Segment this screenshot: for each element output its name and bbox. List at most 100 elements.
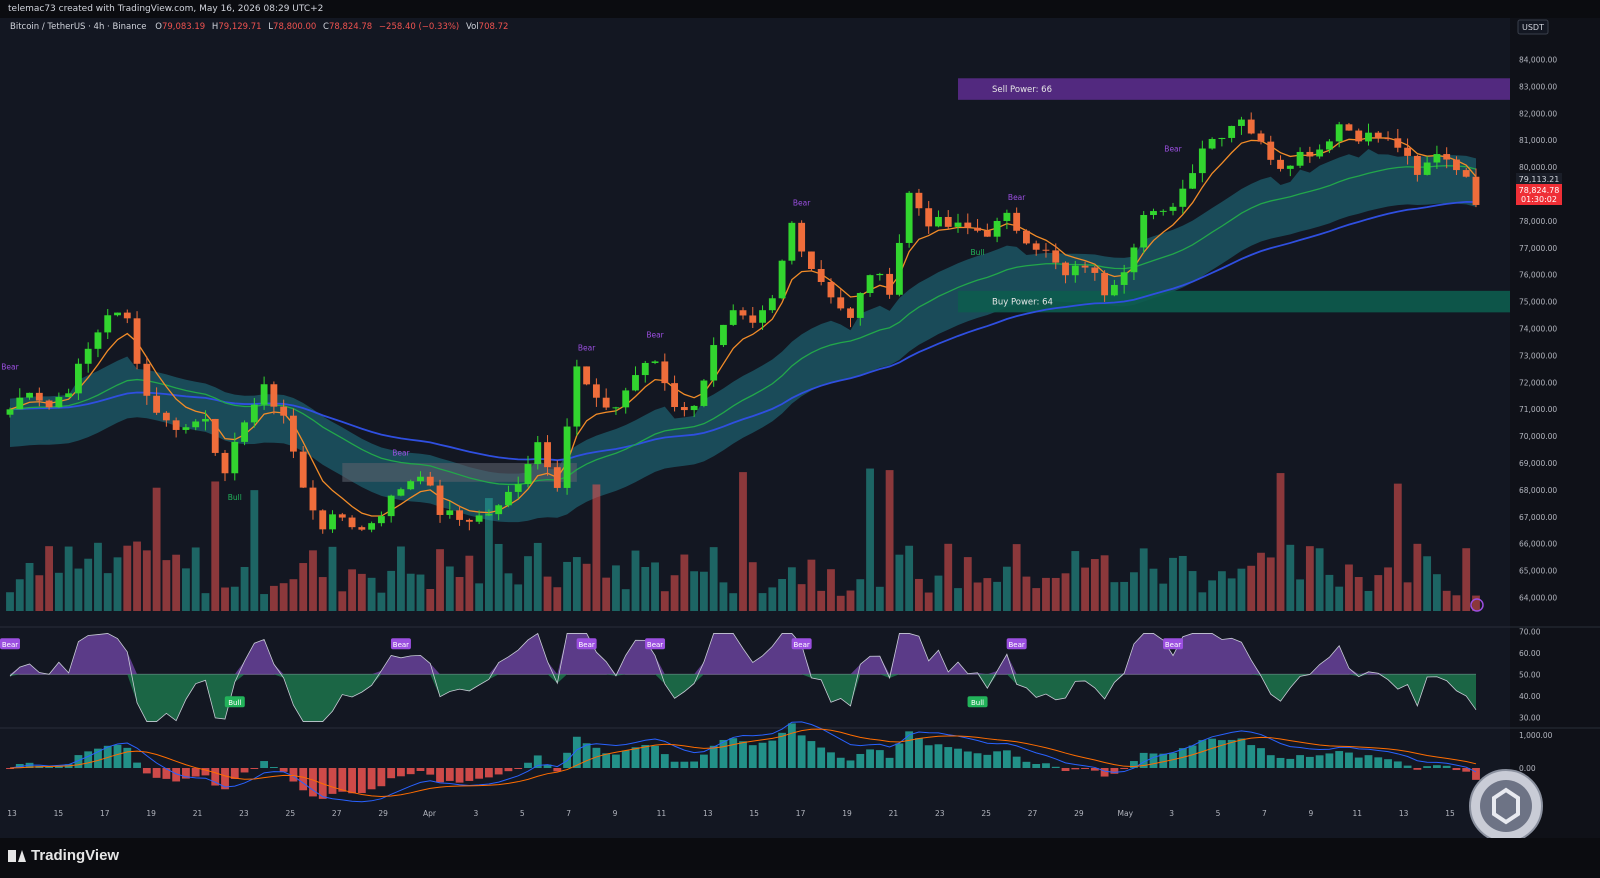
time-axis-tick: 21 (193, 809, 203, 818)
volume-bar (387, 570, 396, 611)
candle (1179, 179, 1187, 214)
volume-bar (954, 588, 962, 611)
volume-bar (827, 569, 835, 611)
macd-histogram-bar (1472, 768, 1480, 780)
bear-signal: Bear (392, 449, 410, 458)
candle (1355, 128, 1363, 144)
candle (1267, 135, 1275, 165)
macd-histogram-bar (846, 760, 855, 768)
time-axis-tick: 15 (749, 809, 759, 818)
volume-bar (133, 541, 141, 611)
volume-bar (84, 558, 93, 611)
macd-histogram-bar (905, 731, 914, 768)
candle (1062, 261, 1069, 284)
macd-histogram-bar (572, 736, 581, 768)
rsi-bull-badge: Bull (967, 696, 988, 708)
chart-area[interactable]: Sell Power: 66 Buy Power: 64 Bear Bull Bear… (0, 18, 1600, 838)
volume-bar (699, 571, 708, 611)
volume-bar (787, 567, 796, 611)
candle (202, 410, 209, 431)
volume-bar (1413, 543, 1422, 611)
candle (1189, 164, 1196, 189)
macd-histogram-bar (15, 763, 24, 768)
candle (358, 525, 366, 532)
macd-histogram-bar (1413, 768, 1422, 770)
candle (1277, 155, 1284, 172)
volume-bar (524, 556, 532, 611)
macd-histogram-bar (1032, 764, 1041, 768)
volume-bar (1393, 483, 1402, 611)
candle (514, 476, 522, 499)
macd-histogram-bar (328, 768, 337, 794)
candle (866, 274, 874, 297)
volume-bar (641, 566, 650, 611)
candle (35, 387, 43, 407)
volume-bar (64, 546, 73, 611)
volume-value: 708.72 (479, 22, 509, 32)
volume-bar (797, 584, 806, 611)
macd-histogram-bar (54, 765, 63, 768)
lightning-icon[interactable] (1470, 598, 1484, 612)
macd-histogram-bar (309, 768, 317, 797)
macd-histogram-bar (1081, 768, 1089, 769)
macd-histogram-bar (1296, 755, 1304, 768)
volume-bar (1100, 555, 1109, 611)
time-axis-tick: 5 (1216, 809, 1221, 818)
candle (886, 267, 894, 299)
volume-bar (621, 589, 630, 611)
candle (1316, 144, 1324, 159)
macd-histogram-bar (269, 767, 278, 768)
volume-bar (1432, 574, 1441, 611)
macd-histogram-bar (651, 745, 659, 768)
candle (632, 366, 639, 392)
macd-histogram-bar (875, 750, 884, 768)
candle (895, 234, 903, 297)
macd-histogram-bar (1345, 752, 1353, 768)
candle (974, 219, 981, 233)
macd-histogram-bar (1276, 757, 1285, 768)
candle (661, 353, 669, 391)
volume-bar (172, 554, 181, 611)
rsi-axis-tick: 70.00 (1519, 627, 1541, 636)
macd-histogram-bar (1110, 768, 1119, 774)
candle (260, 376, 268, 410)
low-value: 78,800.00 (273, 22, 316, 32)
currency-button[interactable]: USDT (1517, 19, 1549, 35)
volume-bar (1452, 595, 1461, 611)
macd-line (9, 721, 1477, 803)
macd-histogram-bar (787, 723, 796, 768)
macd-histogram-bar (1130, 761, 1138, 768)
candle (720, 324, 727, 347)
volume-bar (963, 557, 972, 611)
macd-signal-line (9, 728, 1477, 798)
volume-bar (465, 555, 474, 611)
time-axis-tick: 13 (703, 809, 713, 818)
volume-bar (905, 545, 914, 611)
macd-histogram-bar (113, 744, 122, 768)
candle (1198, 140, 1206, 183)
bear-signal: Bear (793, 198, 811, 207)
macd-histogram-bar (709, 745, 718, 768)
candle (925, 201, 933, 234)
macd-histogram-bar (621, 750, 630, 768)
candle (1286, 165, 1294, 177)
macd-histogram-bar (1364, 755, 1373, 768)
time-axis-tick: 23 (239, 809, 249, 818)
time-axis-tick: 29 (1074, 809, 1084, 818)
candle (1257, 130, 1265, 145)
candle (55, 392, 63, 409)
candle (1071, 260, 1079, 283)
price-axis-tick: 70,000.00 (1519, 432, 1557, 441)
candle (299, 445, 307, 489)
macd-histogram-bar (944, 747, 953, 768)
rsi-axis-tick: 30.00 (1519, 713, 1541, 722)
candle (964, 213, 972, 235)
candle (84, 342, 92, 373)
volume-bar (1462, 548, 1471, 611)
candle (680, 401, 688, 417)
price-scale[interactable] (1510, 18, 1600, 838)
candle (407, 479, 415, 491)
candle (329, 510, 336, 533)
macd-histogram-bar (1462, 768, 1471, 772)
macd-histogram-bar (338, 768, 347, 792)
